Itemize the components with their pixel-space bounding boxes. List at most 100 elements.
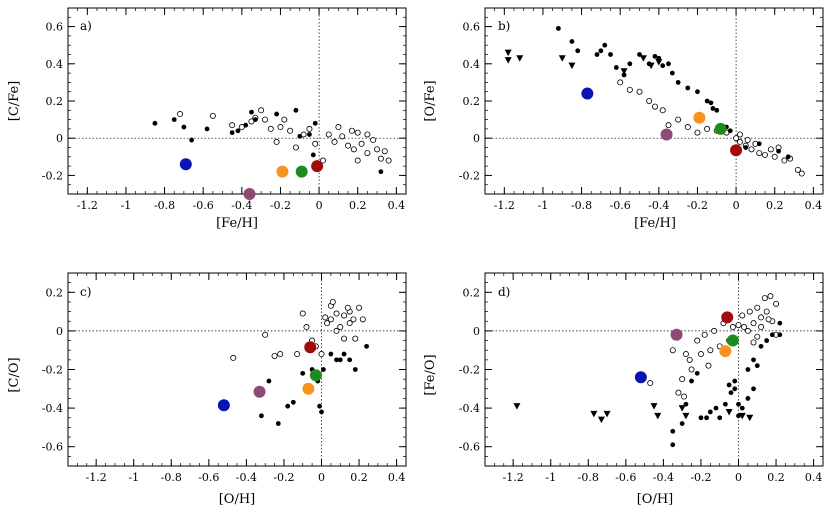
data-point-filled (670, 442, 676, 448)
x-tick-label: -1.2 (503, 471, 524, 484)
data-point-open (675, 389, 682, 396)
data-point-open (626, 86, 633, 93)
x-tick-label: 0 (735, 471, 742, 484)
data-point-open (350, 316, 357, 323)
highlight-point-green (726, 334, 739, 347)
x-tick-label: 0 (316, 199, 323, 212)
data-point-filled (152, 120, 158, 126)
data-point-triangle (682, 412, 690, 420)
x-tick-label: -0.8 (154, 199, 175, 212)
data-point-filled (758, 343, 764, 349)
x-tick-label: -1 (545, 471, 556, 484)
data-point-open (781, 157, 788, 164)
data-point-filled (739, 405, 745, 411)
data-point-open (358, 140, 365, 147)
data-point-open (292, 144, 299, 151)
data-point-open (682, 351, 689, 358)
data-point-filled (252, 117, 258, 122)
x-tick-label: 0.4 (805, 199, 823, 212)
data-point-open (754, 333, 761, 340)
highlight-point-red (304, 341, 317, 354)
highlight-point-orange (302, 382, 315, 395)
highlight-point-blue (581, 87, 594, 100)
data-point-filled (666, 61, 671, 67)
data-point-open (669, 347, 676, 354)
y-tick-label: 0 (56, 325, 63, 338)
data-point-triangle (590, 410, 598, 418)
data-point-filled (189, 137, 195, 143)
data-point-open (337, 324, 344, 331)
highlight-point-purple (253, 385, 266, 398)
data-point-open (758, 324, 765, 331)
highlight-point-blue (179, 158, 192, 171)
highlight-point-orange (276, 165, 289, 178)
x-tick-label: -1 (538, 199, 549, 212)
data-point-open (352, 335, 359, 342)
data-point-filled (259, 413, 264, 419)
data-point-open (230, 354, 237, 361)
panel-d-label: d) (498, 285, 510, 299)
data-point-open (750, 339, 757, 346)
data-point-open (767, 146, 774, 153)
data-point-filled (364, 343, 369, 349)
data-point-filled (352, 367, 358, 372)
data-point-triangle (639, 55, 647, 62)
data-point-open (324, 320, 331, 327)
data-point-filled (319, 409, 324, 415)
y-tick-label: -0.6 (459, 441, 480, 454)
data-point-triangle (678, 405, 686, 412)
highlight-point-purple (670, 328, 683, 341)
highlight-point-red (721, 311, 734, 324)
data-point-open (339, 133, 346, 140)
data-point-triangle (650, 403, 658, 410)
data-point-open (364, 131, 371, 138)
data-point-triangle (504, 57, 512, 64)
data-point-open (729, 324, 736, 331)
data-point-open (281, 116, 288, 123)
highlight-point-purple (243, 188, 256, 200)
data-point-open (350, 146, 357, 153)
data-point-filled (698, 415, 704, 421)
highlight-point-purple (660, 128, 673, 141)
data-point-filled (707, 409, 713, 415)
data-point-open (647, 380, 654, 387)
panel-c-label: c) (80, 285, 91, 299)
data-point-filled (555, 26, 561, 31)
x-tick-label: -0.6 (198, 471, 219, 484)
x-tick-label: -0.4 (236, 471, 257, 484)
data-point-filled (275, 421, 281, 426)
data-point-open (364, 150, 371, 157)
data-point-open (385, 157, 392, 164)
highlight-point-red (311, 160, 324, 173)
data-point-open (331, 138, 338, 145)
y-tick-label: -0.2 (42, 169, 63, 182)
panel-a-label: a) (80, 19, 92, 33)
data-point-open (767, 293, 774, 300)
data-point-open (736, 138, 743, 145)
data-point-filled (728, 390, 734, 396)
plot-frame (484, 272, 824, 467)
y-tick-label: 0 (473, 325, 480, 338)
data-point-open (294, 351, 301, 358)
data-point-filled (785, 154, 791, 160)
data-point-filled (181, 124, 187, 130)
data-point-open (341, 335, 348, 342)
data-point-filled (751, 386, 756, 392)
x-tick-label: 0 (318, 471, 325, 484)
data-point-open (684, 124, 691, 131)
data-point-open (736, 131, 743, 138)
data-point-filled (243, 122, 249, 128)
x-tick-label: -0.2 (687, 199, 708, 212)
x-tick-label: 0.4 (805, 471, 823, 484)
data-point-open (798, 170, 805, 177)
panel-b: b) [Fe/H] [O/Fe] -1.2 -1 -0.8 -0.6 -0.4 -0.2 0… (423, 7, 824, 231)
x-tick-label: 0 (733, 199, 740, 212)
data-point-filled (575, 48, 581, 54)
y-tick-label: 0.2 (463, 286, 481, 299)
data-point-filled (714, 107, 720, 113)
x-tick-label: 0.4 (388, 199, 406, 212)
data-point-filled (652, 53, 658, 59)
highlight-point-green (295, 165, 308, 178)
data-point-open (381, 148, 388, 155)
